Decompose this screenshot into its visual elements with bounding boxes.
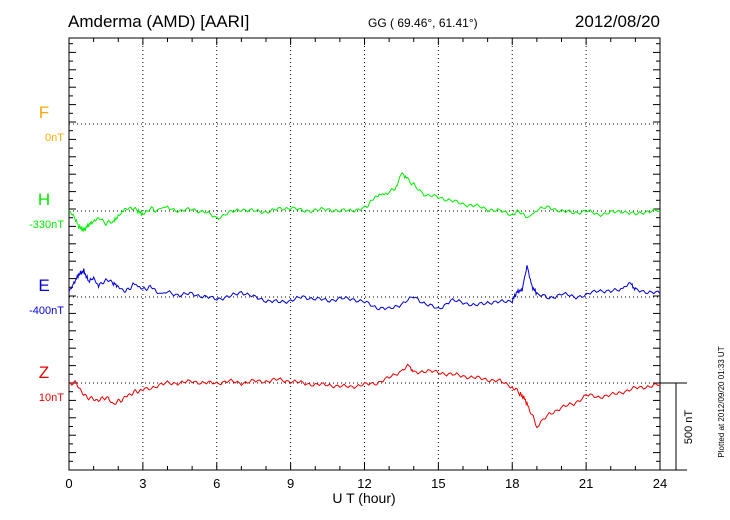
scale-bar: 500 nT: [660, 382, 695, 471]
series-baseline-h: -330nT: [29, 219, 64, 231]
series-labels: F 0nT H -330nT E -400nT Z 10nT: [29, 103, 64, 404]
series-line-e: [68, 265, 661, 311]
series-line-h: [68, 172, 661, 233]
plot-date: 2012/08/20: [575, 12, 660, 31]
series-line-z: [68, 363, 661, 429]
series-name-h: H: [38, 190, 50, 209]
series-name-f: F: [39, 103, 49, 122]
grid-lines: [69, 38, 660, 470]
series-baseline-z: 10nT: [39, 392, 64, 404]
series-name-e: E: [38, 276, 49, 295]
series-name-z: Z: [39, 363, 49, 382]
x-tick-label: 15: [431, 476, 445, 491]
series-baseline-f: 0nT: [45, 132, 64, 144]
x-tick-label: 3: [139, 476, 146, 491]
series-lines: [68, 172, 661, 429]
x-axis-label: U T (hour): [332, 490, 395, 506]
x-tick-labels: 0 3 6 9 12 15 18 21 24: [65, 476, 667, 491]
axis-ticks: [68, 38, 661, 471]
station-title: Amderma (AMD) [AARI]: [68, 12, 249, 31]
series-baseline-e: -400nT: [29, 305, 64, 317]
x-tick-label: 24: [653, 476, 667, 491]
x-tick-label: 18: [505, 476, 519, 491]
x-tick-label: 9: [287, 476, 294, 491]
station-coordinates: GG ( 69.46°, 61.41°): [368, 16, 478, 30]
x-tick-label: 21: [579, 476, 593, 491]
plotted-timestamp: Plotted at 2012/09/20 01:33 UT: [717, 346, 726, 457]
x-tick-label: 6: [213, 476, 220, 491]
scale-bar-label: 500 nT: [683, 410, 695, 445]
x-tick-label: 12: [357, 476, 371, 491]
x-tick-label: 0: [65, 476, 72, 491]
